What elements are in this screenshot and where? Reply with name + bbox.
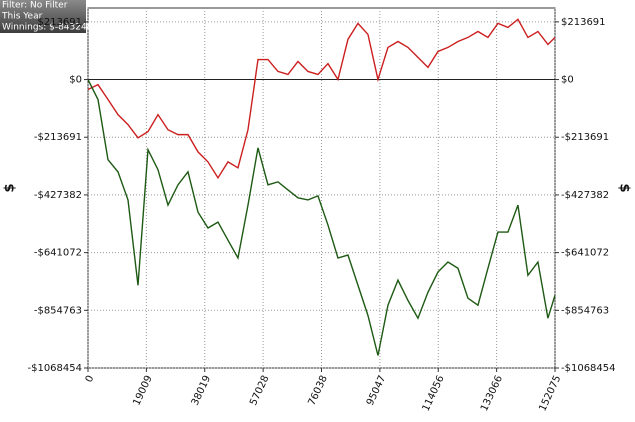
header-box [0,0,86,33]
y-tick-label: $213691 [37,17,82,28]
y-tick-label-right: $0 [561,75,574,86]
header: Filter: No Filter This Year Winnings: $-… [0,0,107,33]
y-tick-label-right: -$427382 [561,190,609,201]
y-tick-label-right: $213691 [561,17,606,28]
y-tick-label: -$1068454 [27,363,82,374]
y-tick-label: -$427382 [34,190,82,201]
plot-layer [87,8,556,369]
series-line [87,18,556,180]
y-axis-label-right: $ [617,183,632,192]
x-tick-label: 19009 [131,374,154,407]
filter: Filter: No Filter [2,1,68,11]
x-tick-label: 57028 [248,374,271,407]
y-tick-label: $0 [69,75,82,86]
period: This Year [1,12,43,22]
y-tick-label: -$854763 [34,305,82,316]
y-axis-label: $ [3,183,18,192]
y-tick-label-right: -$213691 [561,132,609,143]
winnings: Winnings: $-843248.40 [2,23,107,33]
y-tick-label: -$213691 [34,132,82,143]
series-line [87,79,556,356]
y-tick-label-right: -$641072 [561,248,609,259]
x-tick-label: 76038 [307,374,330,407]
x-tick-label: 38019 [190,374,213,407]
x-tick-label: 95047 [365,374,388,407]
y-tick-label-right: -$1068454 [561,363,616,374]
y-tick-label-right: -$854763 [561,305,609,316]
x-tick-label: 114056 [421,374,447,413]
x-tick-label: 152075 [537,374,563,413]
x-tick-label: 133066 [479,374,505,413]
x-tick-label: 0 [84,374,97,384]
y-tick-label: -$641072 [34,248,82,259]
